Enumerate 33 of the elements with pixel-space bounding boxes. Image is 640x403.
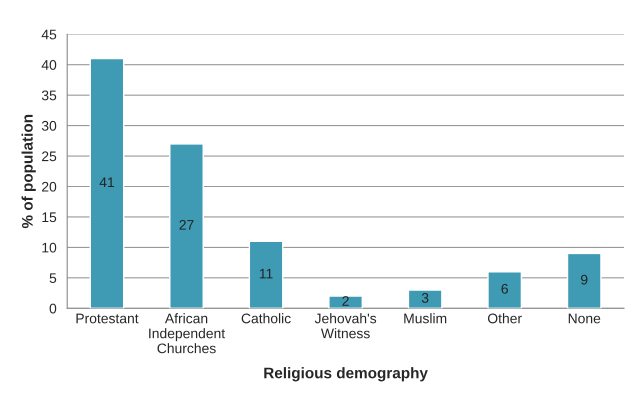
data-label: 2 bbox=[342, 296, 349, 306]
y-tick-label: 40 bbox=[42, 60, 56, 70]
bar bbox=[566, 252, 602, 308]
data-label: 41 bbox=[100, 177, 114, 188]
x-tick-label: Muslim bbox=[404, 313, 446, 324]
x-tick-label: Catholic bbox=[242, 313, 291, 324]
data-label: 27 bbox=[179, 220, 194, 230]
x-tick-label: Protestant bbox=[76, 314, 139, 324]
bar bbox=[169, 143, 204, 308]
x-tick-label: Other bbox=[488, 313, 522, 324]
data-label: 9 bbox=[581, 274, 588, 285]
y-tick-label: 0 bbox=[50, 304, 56, 314]
bar bbox=[408, 289, 443, 308]
y-tick-label: 15 bbox=[42, 212, 56, 222]
x-axis-title: Religious demography bbox=[264, 367, 428, 382]
y-tick-label: 30 bbox=[42, 120, 56, 131]
y-tick-label: 25 bbox=[42, 151, 56, 162]
bar bbox=[328, 295, 363, 308]
y-tick-label: 5 bbox=[50, 273, 56, 284]
y-tick-label: 20 bbox=[42, 182, 56, 192]
data-label: 3 bbox=[422, 293, 428, 303]
y-tick-label: 45 bbox=[42, 30, 56, 40]
y-tick-label: 35 bbox=[42, 90, 56, 100]
bar bbox=[90, 58, 124, 308]
x-tick-label: None bbox=[568, 314, 600, 324]
y-axis-title: % of population bbox=[22, 114, 36, 228]
x-tick-label: African Independent Churches bbox=[149, 313, 226, 354]
x-tick-label: Jehovah's Witness bbox=[314, 313, 376, 338]
data-label: 6 bbox=[502, 284, 508, 294]
bar bbox=[248, 240, 284, 308]
bar bbox=[487, 271, 522, 308]
y-tick-label: 10 bbox=[42, 242, 56, 253]
data-label: 11 bbox=[260, 268, 273, 278]
